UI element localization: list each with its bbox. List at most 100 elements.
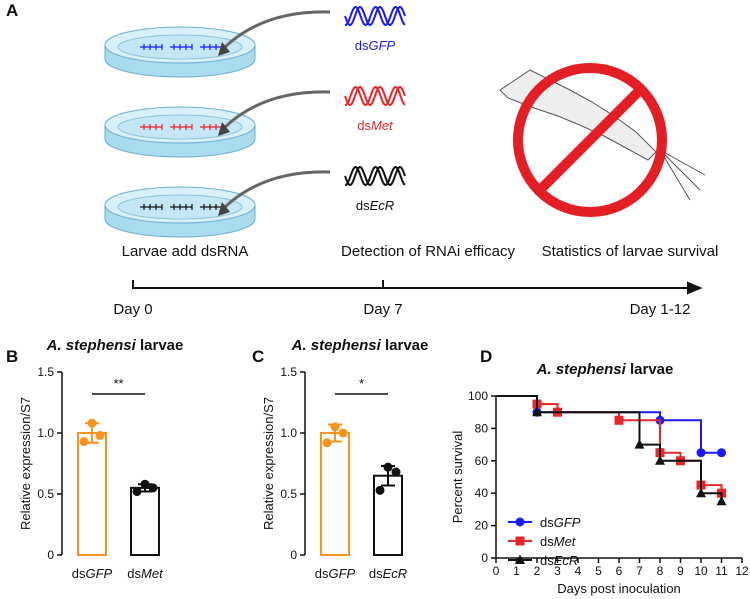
x-tick-label: 5 [595,564,602,578]
y-axis-label: Relative expression/S7 [18,397,33,530]
panel-label: A [6,1,18,20]
larva-icon [170,44,193,50]
marker [696,487,706,498]
x-tick-label: 8 [657,564,664,578]
x-tick-label: 9 [677,564,684,578]
legend-marker [515,554,525,564]
timeline-event: Detection of RNAi efficacy [341,243,515,260]
dsrna-strand [344,86,406,106]
data-point [338,428,348,438]
arrow-head [218,122,230,136]
y-tick-label: 20 [475,519,489,533]
x-tick-label: 11 [715,564,728,578]
dsrna-strand [344,166,406,186]
arrow-head [218,42,230,56]
legend-marker [515,517,525,527]
arrow-head [218,202,230,216]
y-tick-label: 0.5 [37,487,54,501]
timeline-day: Day 1-12 [630,301,691,318]
y-tick-label: 1.0 [280,426,297,440]
significance: * [359,376,364,391]
larva-icon [170,204,193,210]
y-tick-label: 60 [475,454,489,468]
larva-icon [140,204,163,210]
arrow [218,10,331,54]
survival-line [496,395,723,494]
marker [716,495,727,506]
y-tick-label: 0 [481,551,488,565]
y-axis-label: Relative expression/S7 [261,397,276,530]
x-tick-label: 4 [575,564,582,578]
x-tick-label: 6 [616,564,623,578]
marker [532,406,542,417]
treatment-label: dsGFP [355,38,396,53]
x-tick-label: 3 [554,564,561,578]
treatment-label: dsEcR [356,198,394,213]
chart-title: A. stephensi larvae [536,361,674,378]
x-tick-label: 2 [534,564,541,578]
x-tick-label: 1 [513,564,520,578]
marker [717,448,726,458]
y-tick-label: 100 [468,389,488,403]
legend-label: dsGFP [540,515,581,530]
significance: ** [113,376,123,391]
y-tick-label: 1.5 [280,365,297,379]
bar [77,432,107,556]
marker [614,415,624,425]
data-point [79,437,89,447]
dsrna-strand [344,85,406,107]
y-tick-label: 0.5 [280,487,297,501]
y-tick-label: 0 [290,548,297,562]
timeline [132,280,703,295]
larva-icon [170,124,193,130]
bar [320,432,350,556]
panel-label: D [480,347,492,366]
marker [634,439,645,449]
legend-label: dsEcR [540,553,578,568]
treatment-label: dsMet [357,118,394,133]
larva-icon [200,44,223,50]
data-point [87,418,97,428]
timeline-day: Day 7 [363,301,402,318]
bar [130,486,160,556]
y-tick-label: 1.0 [37,426,54,440]
marker [696,448,706,458]
data-point [132,487,142,497]
panel-label: C [252,347,264,366]
chart-title: A. stephensi larvae [291,337,429,354]
legend-label: dsMet [540,534,577,549]
panel-label: B [6,347,18,366]
x-tick-label: 0 [493,564,500,578]
survival-line [496,395,722,454]
legend-marker [515,536,525,546]
dsrna-strand [344,5,406,27]
larva-icon [200,124,223,130]
timeline-day: Day 0 [113,301,152,318]
x-tick-label: 7 [636,564,643,578]
data-point [330,422,340,432]
larva-icon [140,44,163,50]
arrow [218,90,331,134]
data-point [375,485,385,495]
data-point [140,479,150,489]
dsrna-strand [344,6,406,26]
y-tick-label: 0 [47,548,54,562]
data-point [383,462,393,472]
dsrna-strand [344,165,406,187]
larva-icon [200,204,223,210]
survival-line [496,395,723,502]
arrow [218,170,331,214]
y-tick-label: 1.5 [37,365,54,379]
y-tick-label: 40 [475,486,489,500]
marker [655,455,665,465]
timeline-event: Larvae add dsRNA [122,243,249,260]
no-sign [513,63,667,217]
chart-title: A. stephensi larvae [46,337,184,354]
data-point [148,483,158,493]
y-tick-label: 80 [475,421,489,435]
x-tick-label: dsEcR [369,566,407,581]
x-tick-label: dsGFP [315,566,356,581]
x-tick-label: dsMet [127,566,164,581]
larva-icon [140,124,163,130]
